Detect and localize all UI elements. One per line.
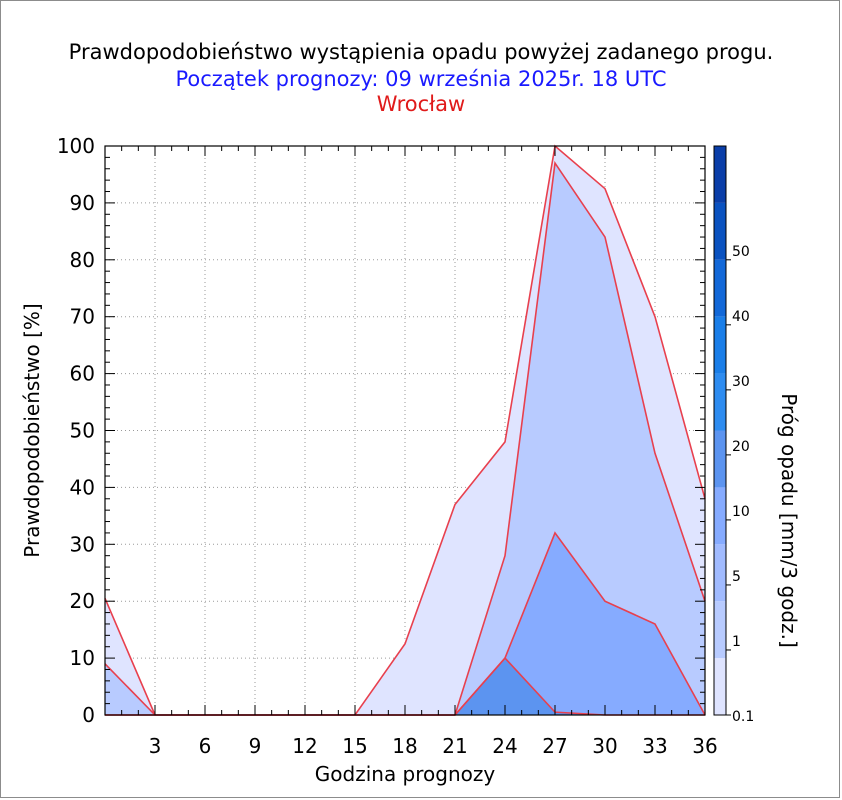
x-tick-label: 24 [492, 734, 517, 758]
colorbar-segment [714, 316, 726, 374]
x-tick-label: 6 [199, 734, 212, 758]
x-axis-title: Godzina prognozy [315, 762, 496, 786]
x-tick-label: 12 [292, 734, 317, 758]
colorbar-label: 30 [732, 374, 750, 390]
y-tick-label: 50 [70, 419, 95, 443]
x-tick-label: 18 [392, 734, 417, 758]
colorbar-segment [714, 430, 726, 488]
colorbar-title: Próg opadu [mm/3 godz.] [777, 393, 801, 648]
colorbar-label: 0.1 [732, 709, 754, 725]
y-tick-label: 10 [70, 646, 95, 670]
y-tick-label: 30 [70, 532, 95, 556]
colorbar-label: 40 [732, 309, 750, 325]
colorbar-label: 10 [732, 504, 750, 520]
y-tick-label: 60 [70, 362, 95, 386]
y-tick-label: 40 [70, 475, 95, 499]
y-tick-label: 0 [82, 703, 95, 727]
colorbar-label: 5 [732, 569, 741, 585]
chart-location: Wrocław [376, 92, 466, 116]
colorbar-segment [714, 544, 726, 602]
colorbar-segment [714, 146, 726, 203]
colorbar-segment [714, 259, 726, 317]
x-tick-label: 9 [249, 734, 262, 758]
y-tick-label: 90 [70, 191, 95, 215]
area-threshold-5 [105, 532, 705, 715]
x-tick-label: 27 [542, 734, 567, 758]
y-tick-label: 80 [70, 248, 95, 272]
colorbar-segment [714, 487, 726, 545]
x-tick-label: 30 [592, 734, 617, 758]
y-axis-title: Prawdopodobieństwo [%] [20, 303, 44, 557]
y-tick-label: 20 [70, 589, 95, 613]
x-tick-label: 36 [692, 734, 717, 758]
y-tick-label: 70 [70, 305, 95, 329]
chart-title: Prawdopodobieństwo wystąpienia opadu pow… [68, 40, 774, 64]
x-tick-label: 33 [642, 734, 667, 758]
colorbar-frame [713, 145, 727, 716]
x-tick-label: 15 [342, 734, 367, 758]
chart-subtitle: Początek prognozy: 09 września 2025r. 18… [175, 67, 667, 91]
colorbar-segment [714, 658, 726, 715]
y-tick-label: 100 [57, 134, 95, 158]
colorbar-segment [714, 373, 726, 431]
colorbar-segment [714, 601, 726, 659]
colorbar-segment [714, 202, 726, 260]
colorbar-label: 20 [732, 439, 750, 455]
x-tick-label: 21 [442, 734, 467, 758]
colorbar-label: 1 [732, 634, 741, 650]
x-tick-label: 3 [149, 734, 162, 758]
colorbar-label: 50 [732, 244, 750, 260]
